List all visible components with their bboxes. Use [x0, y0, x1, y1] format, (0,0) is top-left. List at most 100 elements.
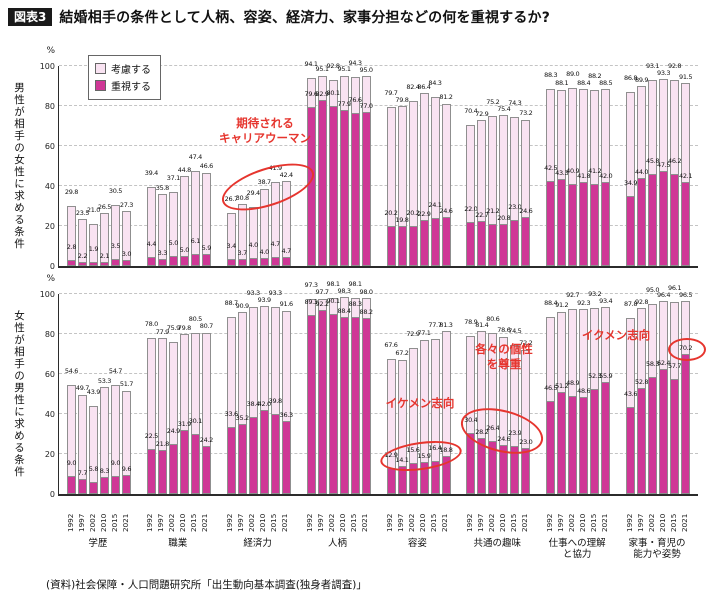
- bar-segment-emphasize: [477, 437, 487, 494]
- stacked-bar-共通の趣味-2010: [499, 115, 509, 266]
- bar-label-emphasize: 23.9: [508, 429, 522, 438]
- bar-label-total: 54.7: [108, 366, 123, 375]
- bar-label-total: 86.4: [417, 82, 431, 91]
- bar-label-emphasize: 2.2: [77, 251, 88, 260]
- bar-label-emphasize: 15.9: [417, 452, 431, 461]
- bar-segment-emphasize: [122, 474, 131, 494]
- bar-segment-emphasize: [111, 259, 120, 266]
- bar-segment-emphasize: [670, 378, 680, 494]
- stacked-bar-家事・育児の能力や姿勢-2015: [670, 80, 680, 266]
- bar-label-emphasize: 22.0: [464, 205, 478, 213]
- bar-label-emphasize: 33.6: [224, 409, 239, 418]
- bar-label-emphasize: 14.1: [395, 455, 409, 464]
- bar-segment-emphasize: [488, 223, 498, 266]
- legend: 考慮する 重視する: [88, 55, 161, 100]
- x-tick-year: 1992: [305, 513, 315, 532]
- bar-segment-emphasize: [201, 445, 211, 494]
- y-tick-label: 80: [44, 330, 55, 339]
- bar-label-total: 30.8: [235, 193, 250, 202]
- bar-label-total: 96.1: [667, 283, 682, 292]
- bar-label-total: 42.4: [279, 170, 294, 179]
- bar-label-total: 92.8: [326, 62, 340, 71]
- x-tick-year: 2010: [418, 513, 427, 532]
- x-tick-year: 2015: [109, 513, 119, 532]
- bar-segment-emphasize: [67, 260, 76, 266]
- bar-segment-emphasize: [579, 182, 589, 266]
- bar-label-emphasize: 6.1: [190, 236, 201, 245]
- stacked-bar-職業-1997: [157, 338, 167, 494]
- bar-segment-emphasize: [248, 417, 258, 494]
- x-tick-year: 1992: [225, 513, 235, 532]
- legend-swatch-emphasize: [95, 80, 106, 91]
- bar-segment-emphasize: [488, 441, 498, 494]
- category-label: 経済力: [243, 538, 272, 549]
- y-tick-label: 0: [49, 262, 55, 271]
- x-tick-year: 2010: [178, 513, 188, 532]
- bar-label-total: 91.6: [279, 300, 294, 309]
- stacked-bar-容姿-1992: [386, 106, 396, 266]
- bar-label-emphasize: 24.2: [199, 435, 214, 444]
- bar-label-emphasize: 22.7: [475, 210, 489, 219]
- x-tick-year: 1997: [316, 513, 326, 532]
- bar-label-emphasize: 38.4: [246, 400, 261, 409]
- bar-segment-emphasize: [546, 401, 556, 494]
- bar-segment-emphasize: [237, 258, 247, 266]
- stacked-bar-家事・育児の能力や姿勢-1997: [637, 86, 647, 266]
- x-tick-year: 2002: [327, 513, 337, 532]
- stacked-bar-人柄-2015: [350, 297, 360, 494]
- bar-segment-emphasize: [568, 184, 578, 266]
- bar-segment-emphasize: [146, 257, 156, 266]
- bar-label-total: 72.2: [519, 339, 533, 348]
- bar-segment-emphasize: [441, 456, 451, 494]
- legend-label-consider: 考慮する: [111, 65, 151, 76]
- bar-label-emphasize: 24.6: [439, 206, 453, 215]
- bar-segment-emphasize: [521, 448, 531, 494]
- legend-item-emphasize: 重視する: [95, 78, 151, 93]
- bar-label-emphasize: 89.3: [304, 298, 318, 307]
- bar-segment-emphasize: [306, 106, 316, 266]
- bar-segment-emphasize: [568, 396, 578, 494]
- bar-segment-emphasize: [157, 259, 167, 266]
- annotation-individuality: 各々の個性 を尊重: [475, 342, 533, 371]
- x-tick-year: 2002: [566, 513, 576, 532]
- category-label: 仕事への理解 と協力: [548, 538, 606, 561]
- bar-label-total: 74.3: [508, 99, 522, 108]
- bar-label-total: 53.3: [97, 376, 112, 385]
- stacked-bar-学歴-1997: [78, 219, 87, 266]
- bar-segment-emphasize: [648, 174, 658, 266]
- stacked-bar-職業-1992: [146, 187, 156, 266]
- stacked-bar-経済力-2002: [248, 307, 258, 494]
- bar-label-emphasize: 58.3: [645, 360, 660, 369]
- gridline: [59, 453, 698, 454]
- y-tick-label: 40: [44, 410, 55, 419]
- stacked-bar-家事・育児の能力や姿勢-1992: [626, 92, 636, 266]
- stacked-bar-仕事への理解と協力-2015: [590, 89, 600, 266]
- stacked-bar-職業-2021: [201, 332, 211, 494]
- bar-label-total: 78.6: [497, 326, 511, 335]
- bar-segment-emphasize: [546, 181, 556, 266]
- gridline: [59, 293, 698, 294]
- bar-label-emphasize: 15.6: [406, 445, 420, 454]
- x-tick-year: 2002: [167, 513, 177, 532]
- bar-label-emphasize: 51.2: [555, 381, 569, 390]
- bar-segment-emphasize: [179, 256, 189, 266]
- bar-label-emphasize: 43.3: [555, 169, 569, 178]
- bar-label-total: 92.7: [566, 290, 580, 299]
- bar-label-total: 93.3: [268, 289, 283, 298]
- bar-label-emphasize: 24.6: [497, 434, 511, 443]
- x-tick-year: 2002: [646, 513, 656, 532]
- y-tick-label: 80: [44, 102, 55, 111]
- axis-label-women-conditions: 女性が相手の男性に求める条件: [13, 310, 25, 478]
- gridline: [59, 65, 698, 66]
- bar-label-total: 30.5: [108, 187, 123, 195]
- gridline: [59, 185, 698, 186]
- bar-label-emphasize: 40.9: [566, 167, 580, 176]
- bar-segment-emphasize: [281, 256, 291, 266]
- bar-label-emphasize: 3.0: [121, 250, 132, 258]
- stacked-bar-職業-1997: [157, 194, 167, 266]
- stacked-bar-容姿-2021: [441, 331, 451, 494]
- stacked-bar-家事・育児の能力や姿勢-2021: [681, 83, 691, 266]
- stacked-bar-容姿-2002: [408, 348, 418, 494]
- bar-label-total: 79.7: [384, 88, 398, 97]
- stacked-bar-学歴-2010: [100, 387, 109, 494]
